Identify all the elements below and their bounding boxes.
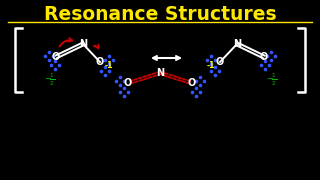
Text: O: O	[96, 57, 104, 67]
Text: -1: -1	[105, 60, 113, 69]
Text: $-\!\frac{1}{2}$: $-\!\frac{1}{2}$	[266, 72, 278, 88]
Text: -1: -1	[207, 60, 215, 69]
Text: O: O	[188, 78, 196, 88]
Text: O: O	[52, 52, 60, 62]
Text: N: N	[156, 68, 164, 78]
Text: O: O	[124, 78, 132, 88]
Text: $-\!\frac{1}{2}$: $-\!\frac{1}{2}$	[44, 72, 56, 88]
Text: O: O	[260, 52, 268, 62]
Text: N: N	[233, 39, 241, 49]
Text: N: N	[79, 39, 87, 49]
Text: O: O	[216, 57, 224, 67]
Text: Resonance Structures: Resonance Structures	[44, 5, 276, 24]
